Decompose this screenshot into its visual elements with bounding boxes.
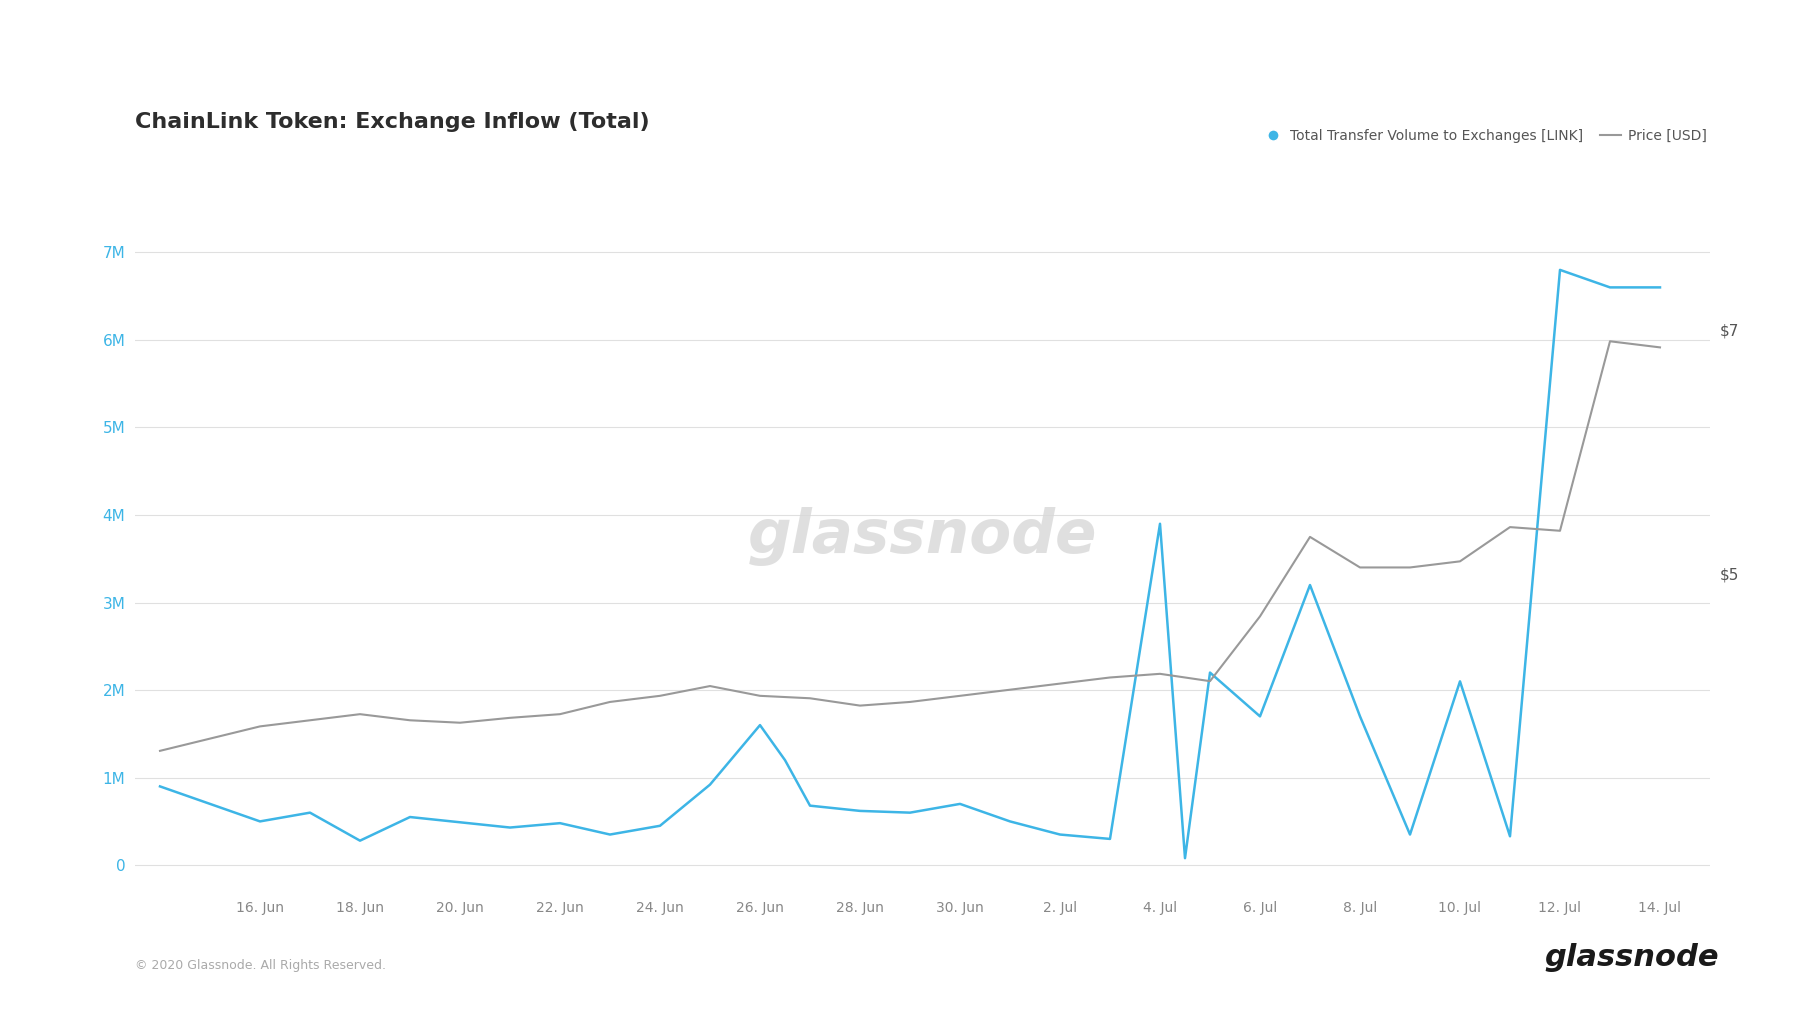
Text: ChainLink Token: Exchange Inflow (Total): ChainLink Token: Exchange Inflow (Total) [135,111,650,132]
Text: glassnode: glassnode [747,508,1098,566]
Legend: Total Transfer Volume to Exchanges [LINK], Price [USD]: Total Transfer Volume to Exchanges [LINK… [1256,124,1712,149]
Text: © 2020 Glassnode. All Rights Reserved.: © 2020 Glassnode. All Rights Reserved. [135,959,385,972]
Text: glassnode: glassnode [1544,943,1719,972]
